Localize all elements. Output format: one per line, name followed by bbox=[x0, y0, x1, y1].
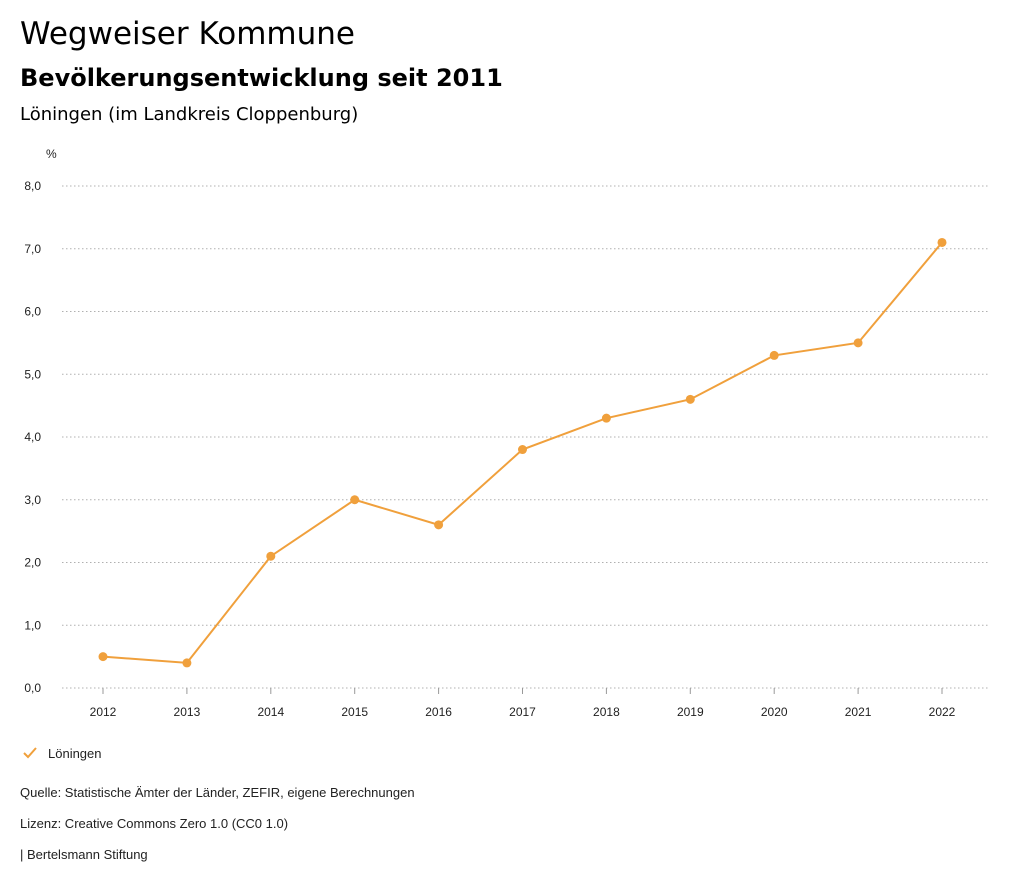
x-tick-label: 2017 bbox=[509, 705, 536, 719]
region-label: Löningen (im Landkreis Cloppenburg) bbox=[20, 104, 359, 125]
chart-subtitle: Bevölkerungsentwicklung seit 2011 bbox=[20, 64, 503, 92]
x-tick-label: 2012 bbox=[90, 705, 117, 719]
data-point[interactable] bbox=[853, 338, 863, 348]
y-tick-label: 4,0 bbox=[24, 430, 41, 444]
y-tick-label: 5,0 bbox=[24, 367, 41, 381]
y-tick-label: 2,0 bbox=[24, 556, 41, 570]
data-point[interactable] bbox=[434, 520, 444, 530]
brand-note: | Bertelsmann Stiftung bbox=[20, 847, 148, 862]
x-tick-label: 2016 bbox=[425, 705, 452, 719]
x-tick-label: 2018 bbox=[593, 705, 620, 719]
data-point[interactable] bbox=[769, 350, 779, 360]
y-tick-label: 7,0 bbox=[24, 242, 41, 256]
legend-label: Löningen bbox=[48, 745, 102, 761]
page-title: Wegweiser Kommune bbox=[20, 16, 355, 52]
line-chart: % 0,01,02,03,04,05,06,07,08,0 2012 2013 20… bbox=[24, 147, 990, 719]
x-tick-label: 2014 bbox=[257, 705, 284, 719]
data-point[interactable] bbox=[601, 413, 611, 423]
source-note: Quelle: Statistische Ämter der Länder, Z… bbox=[20, 785, 415, 800]
data-point-layer bbox=[98, 237, 947, 668]
data-point[interactable] bbox=[350, 495, 360, 505]
check-icon bbox=[23, 747, 37, 759]
x-tick-label: 2021 bbox=[845, 705, 872, 719]
y-tick-layer: 0,0 1,0 2,0 3,0 4,0 5,0 6,0 7,0 8,0 bbox=[24, 179, 41, 695]
x-tick-label: 2019 bbox=[677, 705, 704, 719]
license-note: Lizenz: Creative Commons Zero 1.0 (CC0 1… bbox=[20, 816, 289, 831]
y-tick-label: 0,0 bbox=[24, 681, 41, 695]
x-tick-label: 2022 bbox=[929, 705, 956, 719]
x-tick-label: 2020 bbox=[761, 705, 788, 719]
data-point[interactable] bbox=[182, 658, 192, 668]
data-point[interactable] bbox=[685, 394, 695, 404]
x-tick-layer: 2012 2013 2014 2015 2016 2017 2018 2019 2020 2021… bbox=[90, 688, 956, 719]
grid-layer bbox=[62, 185, 990, 689]
y-tick-label: 8,0 bbox=[24, 179, 41, 193]
x-tick-label: 2013 bbox=[174, 705, 201, 719]
y-tick-label: 3,0 bbox=[24, 493, 41, 507]
data-point[interactable] bbox=[518, 445, 527, 455]
legend[interactable]: Löningen bbox=[22, 745, 102, 761]
data-point[interactable] bbox=[266, 551, 276, 561]
x-tick-label: 2015 bbox=[341, 705, 368, 719]
y-axis-unit: % bbox=[46, 147, 57, 161]
y-tick-label: 6,0 bbox=[24, 305, 41, 319]
y-tick-label: 1,0 bbox=[24, 618, 41, 632]
data-point[interactable] bbox=[937, 237, 947, 247]
data-point[interactable] bbox=[98, 652, 108, 662]
